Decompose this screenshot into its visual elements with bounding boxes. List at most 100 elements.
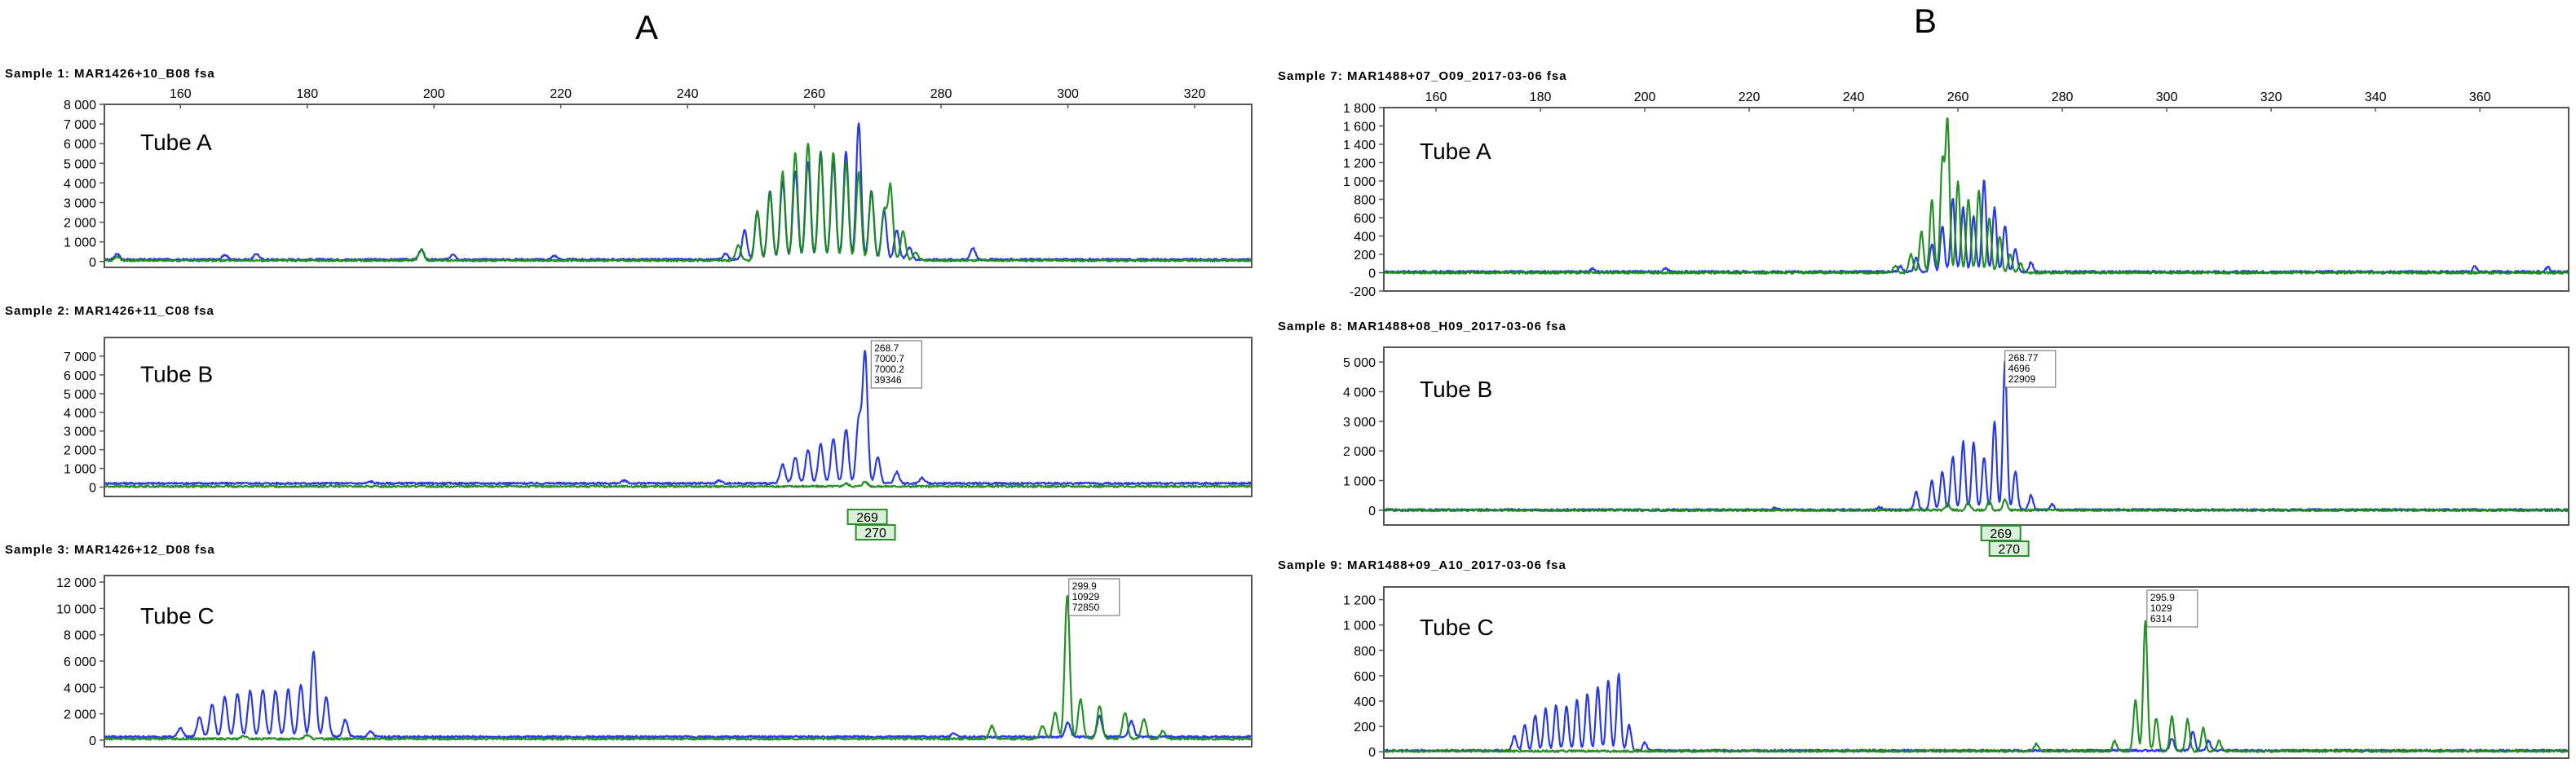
sample-7-title: Sample 7: MAR1488+07_O09_2017-03-06 fsa [1278,69,1567,83]
sample-7-chart: -200 0 200 400 600 800 1 000 1 200 1 400 1 600 1 8… [1343,90,2569,299]
peak-annotation-text: 72850 [1072,602,1100,613]
y-tick-label: 2 000 [64,708,96,722]
peak-annotation-text: 268.7 [874,342,899,354]
x-tick-label: 240 [1843,90,1865,104]
y-tick-label: 6 000 [64,655,96,669]
y-tick-label: 1 800 [1343,102,1376,116]
sample-1-chart: 0 1 000 2 000 3 000 4 000 5 000 6 000 7 000 8 00… [64,87,1253,270]
x-tick-label: 180 [1530,90,1552,104]
y-tick-label: 7 000 [64,351,96,364]
tube-label: Tube B [140,362,213,387]
x-tick-label: 220 [1739,90,1761,104]
bin-label: 270 [1998,543,2020,557]
peak-annotation-box [1068,578,1120,616]
y-tick-label: 10 000 [56,602,96,616]
peak-annotation-text: 299.9 [1072,580,1097,592]
y-tick-label: 6 000 [64,138,96,152]
peak-annotation-text: 6314 [2150,613,2172,624]
x-tick-label: 200 [1634,90,1656,104]
peak-annotation-text: 295.9 [2150,592,2175,603]
bin-label: 269 [1990,527,2012,541]
y-tick-label: 5 000 [64,388,96,402]
peak-annotation-box [2004,350,2057,388]
y-tick-label: 200 [1354,249,1376,262]
sample-9-title: Sample 9: MAR1488+09_A10_2017-03-06 fsa [1278,558,1566,572]
y-tick-label: 0 [1368,746,1376,760]
peak-annotation-text: 1029 [2150,602,2172,614]
peak-annotation-box [2146,589,2198,628]
peak-annotation-text: 4696 [2008,363,2030,374]
peak-annotation-text: 39346 [874,374,902,386]
tube-label: Tube A [140,130,212,155]
y-tick-label: 1 000 [64,236,96,250]
tube-label: Tube B [1420,377,1492,402]
x-tick-label: 220 [550,87,572,101]
y-tick-label: 8 000 [64,629,96,643]
y-tick-label: 3 000 [1343,416,1376,430]
y-tick-label: 200 [1354,721,1376,735]
plot-frame [1383,346,2569,526]
y-tick-label: 6 000 [64,369,96,383]
y-tick-label: 1 200 [1343,157,1376,171]
bin-label: 269 [856,511,878,525]
bin-label-box [855,524,896,540]
y-tick-label: 2 000 [1343,445,1376,459]
x-tick-label: 200 [423,87,445,101]
peak-annotation-text: 22909 [2008,373,2036,385]
y-tick-label: 7 000 [64,118,96,132]
y-tick-label: 0 [1368,505,1376,518]
y-tick-label: 1 000 [1343,475,1376,489]
y-tick-label: 600 [1354,212,1376,226]
y-tick-label: 2 000 [64,444,96,458]
trace-green [1385,620,2568,753]
y-tick-label: 400 [1354,231,1376,245]
peak-annotation-text: 7000.2 [874,364,904,375]
y-tick-label: 0 [89,256,96,270]
y-tick-label: 800 [1354,194,1376,208]
peak-annotation-text: 10929 [1072,591,1100,602]
y-tick-label: 4 000 [64,177,96,191]
y-tick-label: 0 [89,735,96,748]
sample-8-chart: 0 1 000 2 000 3 000 4 000 5 000 Tube B 268.7746… [1343,346,2569,557]
tube-label: Tube C [1420,615,1494,640]
y-tick-label: 0 [89,482,96,496]
sample-2-title: Sample 2: MAR1426+11_C08 fsa [5,304,214,318]
x-tick-label: 320 [2260,90,2282,104]
y-tick-label: 1 400 [1343,139,1376,152]
y-tick-label: 5 000 [64,157,96,171]
x-tick-label: 300 [1057,87,1079,101]
sample-8-title: Sample 8: MAR1488+08_H09_2017-03-06 fsa [1278,320,1566,333]
tube-label: Tube C [140,603,214,629]
trace-blue [105,651,1251,739]
y-tick-label: 1 000 [1343,620,1376,633]
y-tick-label: 1 600 [1343,121,1376,135]
sample-3-chart: 0 2 000 4 000 6 000 8 000 10 000 12 000 Tube C 2… [56,575,1253,748]
trace-green [105,594,1251,741]
bin-label: 270 [864,527,886,540]
x-tick-label: 360 [2469,90,2491,104]
x-tick-label: 180 [296,87,318,101]
x-tick-label: 280 [930,87,952,101]
y-tick-label: 4 000 [1343,386,1376,400]
sample-1-title: Sample 1: MAR1426+10_B08 fsa [5,67,215,81]
y-tick-label: 800 [1354,645,1376,659]
trace-blue [105,350,1251,486]
trace-green [1385,498,2568,513]
x-tick-label: 240 [677,87,699,101]
x-tick-label: 300 [2156,90,2178,104]
y-tick-label: 0 [1368,267,1376,281]
y-tick-label: 5 000 [1343,356,1376,370]
plot-frame [1383,107,2569,292]
trace-green [105,143,1251,262]
x-tick-label: 280 [2052,90,2074,104]
x-tick-label: 340 [2365,90,2387,104]
bin-label-box [1988,540,2030,557]
y-tick-label: 600 [1354,670,1376,684]
sample-3-title: Sample 3: MAR1426+12_D08 fsa [5,543,215,557]
y-tick-label: 1 000 [64,463,96,477]
x-tick-label: 260 [1947,90,1969,104]
y-tick-label: 8 000 [64,99,96,112]
y-tick-label: 4 000 [64,407,96,421]
trace-green [1385,117,2568,275]
